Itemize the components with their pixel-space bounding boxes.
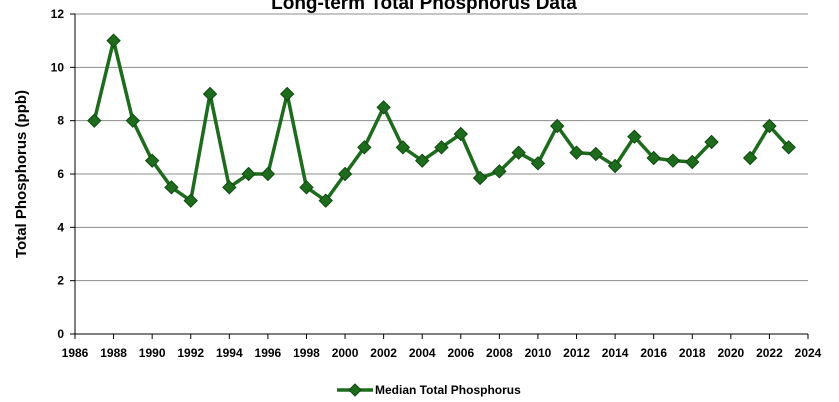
x-tick-label: 2000 bbox=[332, 346, 359, 360]
legend-label: Median Total Phosphorus bbox=[375, 383, 521, 397]
x-axis-ticks: 1986 1988 1990 1992 1994 1996 1998 2000 2002 2004… bbox=[62, 334, 822, 360]
data-point-marker bbox=[299, 180, 314, 195]
series-markers bbox=[87, 33, 796, 208]
y-tick-label: 12 bbox=[51, 7, 65, 21]
x-tick-label: 2024 bbox=[795, 346, 822, 360]
y-tick-label: 8 bbox=[57, 114, 64, 128]
data-point-marker bbox=[530, 156, 546, 171]
data-point-marker bbox=[434, 140, 449, 155]
data-point-marker bbox=[685, 154, 700, 170]
x-tick-label: 2014 bbox=[602, 346, 629, 360]
x-tick-label: 1988 bbox=[100, 346, 127, 360]
data-point-marker bbox=[125, 113, 141, 128]
legend-diamond-marker bbox=[348, 383, 362, 397]
data-point-marker bbox=[453, 126, 468, 142]
data-point-marker bbox=[395, 140, 411, 155]
x-tick-label: 2010 bbox=[525, 346, 552, 360]
data-point-marker bbox=[607, 158, 623, 174]
data-point-marker bbox=[260, 166, 276, 182]
data-point-marker bbox=[550, 118, 565, 134]
data-point-marker bbox=[665, 153, 681, 168]
data-point-marker bbox=[376, 100, 391, 115]
data-point-marker bbox=[357, 140, 372, 155]
data-point-marker bbox=[762, 118, 777, 134]
x-tick-label: 1996 bbox=[255, 346, 282, 360]
x-tick-label: 2004 bbox=[409, 346, 436, 360]
data-point-marker bbox=[279, 86, 295, 102]
data-point-marker bbox=[106, 33, 121, 48]
x-tick-label: 1992 bbox=[177, 346, 204, 360]
x-tick-label: 1994 bbox=[216, 346, 243, 360]
y-tick-label: 0 bbox=[57, 327, 64, 341]
data-point-marker bbox=[492, 164, 507, 179]
data-point-marker bbox=[183, 193, 198, 208]
y-axis-ticks: 0 2 4 6 8 10 12 bbox=[51, 7, 75, 341]
legend: Median Total Phosphorus bbox=[337, 383, 521, 397]
y-tick-label: 4 bbox=[57, 220, 64, 234]
data-point-marker bbox=[742, 150, 758, 166]
x-tick-label: 1986 bbox=[62, 346, 89, 360]
x-tick-label: 2006 bbox=[447, 346, 474, 360]
data-point-marker bbox=[144, 153, 160, 168]
y-tick-label: 6 bbox=[57, 167, 64, 181]
x-tick-label: 2012 bbox=[563, 346, 590, 360]
x-tick-label: 2016 bbox=[640, 346, 667, 360]
x-tick-label: 2022 bbox=[756, 346, 783, 360]
data-point-marker bbox=[569, 145, 584, 160]
x-tick-label: 2002 bbox=[370, 346, 397, 360]
x-tick-label: 1998 bbox=[293, 346, 320, 360]
data-point-marker bbox=[646, 150, 661, 166]
data-point-marker bbox=[318, 193, 333, 208]
x-tick-label: 2020 bbox=[717, 346, 744, 360]
data-point-marker bbox=[472, 170, 488, 186]
data-point-marker bbox=[511, 145, 526, 160]
y-tick-label: 2 bbox=[57, 274, 64, 288]
x-tick-label: 2018 bbox=[679, 346, 706, 360]
data-point-marker bbox=[781, 140, 796, 155]
x-tick-label: 1990 bbox=[139, 346, 166, 360]
data-point-marker bbox=[704, 134, 719, 150]
data-point-marker bbox=[337, 166, 353, 182]
data-point-marker bbox=[164, 180, 179, 195]
data-point-marker bbox=[588, 146, 604, 162]
data-point-marker bbox=[222, 180, 237, 195]
data-point-marker bbox=[627, 129, 642, 144]
y-tick-label: 10 bbox=[51, 60, 65, 74]
chart-title: Long-term Total Phosphorus Data bbox=[271, 0, 577, 14]
y-axis-title: Total Phosphorus (ppb) bbox=[13, 90, 30, 258]
data-point-marker bbox=[87, 113, 102, 128]
data-point-marker bbox=[241, 166, 256, 182]
data-point-marker bbox=[202, 86, 218, 102]
x-tick-label: 2008 bbox=[486, 346, 513, 360]
data-point-marker bbox=[415, 153, 430, 168]
